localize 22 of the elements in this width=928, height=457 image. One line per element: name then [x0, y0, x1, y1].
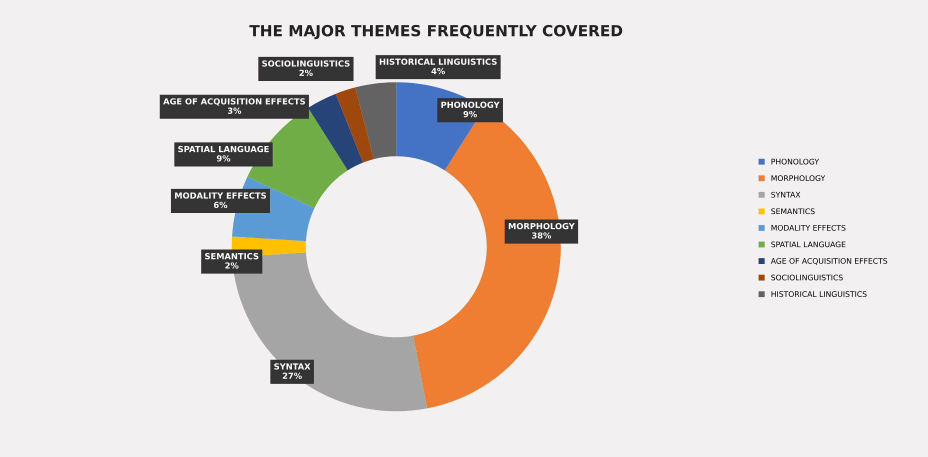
slice-label: SYNTAX: [274, 363, 310, 370]
slice-label: AGE OF ACQUISITION EFFECTS: [163, 98, 306, 106]
data-label: 4%: [431, 68, 445, 74]
data-label: 27%: [282, 372, 302, 379]
slice-label: MODALITY EFFECTS: [175, 192, 266, 199]
slice-label: SOCIOLINGUISTICS: [262, 60, 350, 67]
donut-slice: [355, 82, 396, 160]
slice-label: HISTORICAL LINGUISTICS: [380, 58, 497, 65]
donut-slice: [336, 87, 374, 163]
data-label: 6%: [214, 202, 228, 208]
slice-label: PHONOLOGY: [441, 102, 500, 108]
data-label: 2%: [300, 70, 313, 76]
data-label: 3%: [228, 108, 242, 114]
data-label: 9%: [216, 155, 230, 162]
data-label: 2%: [225, 262, 239, 269]
slice-label: SEMANTICS: [205, 253, 258, 260]
data-label: 9%: [463, 110, 477, 118]
donut-slice: [308, 94, 363, 170]
data-label: 38%: [532, 232, 552, 239]
slice-label: MORPHOLOGY: [508, 222, 575, 230]
slice-label: SPATIAL LANGUAGE: [178, 146, 269, 152]
chart-title: THE MAJOR THEMES FREQUENTLY COVERED: [249, 24, 622, 40]
